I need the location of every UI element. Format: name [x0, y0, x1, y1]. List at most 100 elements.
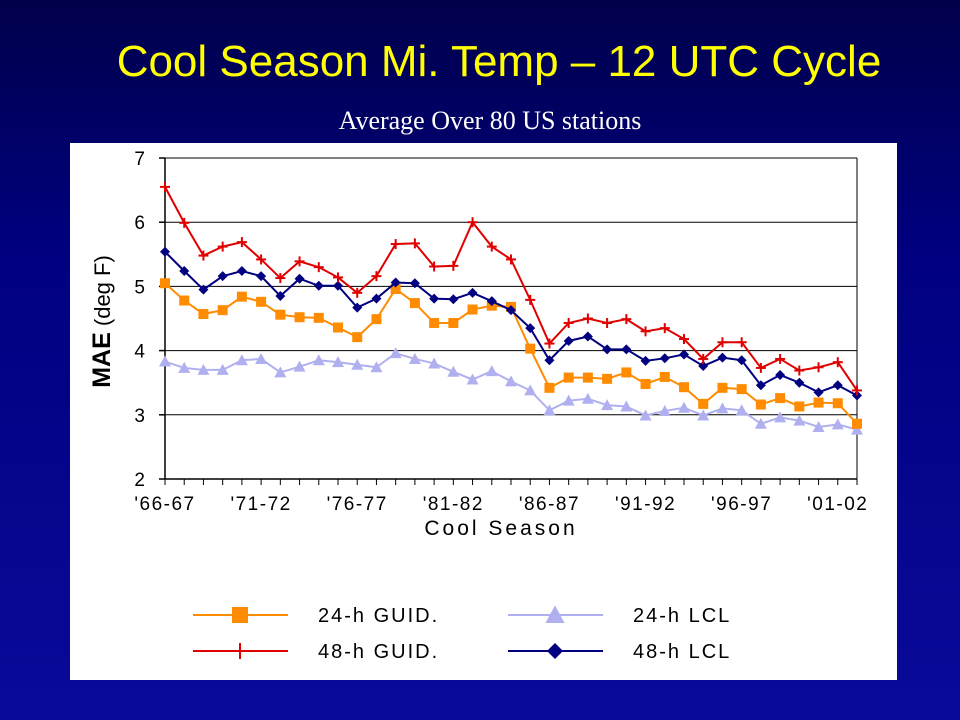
series-layer: [159, 181, 863, 435]
series-line-lcl24: [164, 352, 858, 431]
point-guid48-22: [582, 313, 593, 324]
point-guid24-16: [467, 304, 478, 315]
legend-marker-guid24: [232, 607, 248, 623]
point-guid24-35: [832, 398, 843, 409]
point-guid48-27: [679, 334, 689, 345]
point-guid24-22: [582, 372, 593, 383]
x-tick-label-25: '91-92: [615, 494, 676, 515]
point-guid24-25: [640, 378, 651, 389]
point-guid24-23: [602, 373, 613, 384]
point-lcl24-34: [812, 420, 825, 432]
point-lcl24-19: [524, 384, 537, 396]
point-lcl48-12: [390, 277, 401, 288]
point-lcl48-24: [621, 344, 632, 355]
point-guid48-23: [602, 317, 613, 328]
point-lcl24-32: [774, 411, 787, 423]
point-guid48-21: [563, 317, 574, 328]
point-lcl48-28: [698, 361, 709, 372]
point-guid48-24: [621, 314, 632, 325]
point-lcl24-8: [312, 354, 325, 366]
point-guid48-1: [179, 217, 190, 228]
point-lcl48-4: [236, 265, 247, 276]
point-lcl48-11: [371, 293, 382, 304]
point-guid48-13: [409, 238, 420, 249]
point-guid24-6: [275, 309, 286, 320]
point-guid24-26: [659, 371, 670, 382]
point-lcl48-17: [486, 296, 497, 307]
series-line-lcl48: [164, 251, 858, 397]
point-guid24-34: [813, 397, 824, 408]
point-lcl48-19: [525, 323, 536, 334]
series-lcl24: [159, 347, 863, 435]
legend-marker-lcl48: [547, 643, 563, 659]
point-guid24-21: [563, 372, 574, 383]
point-lcl48-7: [294, 273, 305, 284]
point-lcl48-5: [256, 271, 267, 282]
point-lcl48-16: [467, 287, 478, 298]
point-guid48-18: [506, 254, 516, 265]
point-guid48-26: [659, 323, 670, 334]
point-lcl24-23: [601, 399, 614, 411]
y-tick-label-6: 6: [134, 213, 145, 234]
x-tick-label-15: '81-82: [423, 494, 484, 515]
x-tick-label-35: '01-02: [807, 494, 868, 515]
point-lcl48-14: [429, 293, 440, 304]
point-guid48-7: [294, 256, 305, 267]
point-lcl48-33: [794, 377, 805, 388]
point-lcl48-29: [717, 352, 728, 363]
point-lcl24-7: [293, 360, 306, 372]
point-lcl24-3: [216, 363, 229, 375]
point-lcl24-2: [197, 363, 210, 375]
point-guid24-31: [755, 399, 766, 410]
point-guid24-10: [352, 332, 363, 343]
point-lcl48-6: [275, 291, 286, 302]
legend-item-guid24: 24-h GUID.: [193, 605, 439, 627]
point-lcl48-23: [602, 344, 613, 355]
point-lcl24-21: [562, 394, 575, 406]
point-guid24-19: [525, 343, 536, 354]
point-guid24-28: [698, 398, 709, 409]
point-lcl24-33: [793, 414, 806, 426]
point-guid48-33: [794, 365, 805, 376]
point-guid48-15: [448, 260, 459, 271]
point-guid48-3: [217, 241, 228, 252]
point-lcl48-22: [582, 331, 593, 342]
point-guid48-8: [313, 262, 324, 273]
point-lcl24-20: [543, 404, 556, 416]
point-lcl48-31: [755, 380, 766, 391]
point-lcl48-0: [160, 246, 170, 257]
point-lcl48-35: [832, 380, 843, 391]
point-guid24-0: [160, 278, 170, 289]
y-axis-label-main: MAE: [88, 332, 116, 388]
point-lcl48-32: [775, 369, 786, 380]
point-lcl24-36: [851, 423, 863, 435]
point-lcl48-30: [736, 355, 747, 366]
point-lcl24-6: [274, 366, 287, 378]
y-tick-label-7: 7: [134, 149, 145, 170]
point-lcl48-3: [217, 271, 228, 282]
legend-item-lcl24: 24-h LCL: [508, 605, 729, 627]
point-lcl24-28: [697, 409, 710, 421]
point-guid48-12: [390, 239, 401, 250]
point-guid24-32: [775, 393, 786, 404]
point-lcl24-35: [831, 418, 844, 430]
point-guid48-30: [736, 337, 747, 348]
mae-line-chart: 2 3 4 5 6 7 '66-67 '71-72 '76-77 '81-82 '86-87 '91…: [88, 149, 868, 663]
point-guid24-9: [333, 322, 343, 333]
point-guid48-19: [525, 294, 536, 305]
point-guid48-16: [467, 217, 478, 228]
point-lcl48-25: [640, 355, 651, 366]
y-tick-label-2: 2: [134, 470, 145, 491]
point-guid24-5: [256, 296, 267, 307]
y-tick-label-5: 5: [134, 277, 145, 298]
series-line-guid48: [164, 186, 858, 391]
legend-label-guid24: 24-h GUID.: [318, 605, 439, 627]
point-lcl48-36: [852, 390, 862, 401]
point-guid24-15: [448, 317, 459, 328]
point-guid48-36: [852, 385, 862, 396]
point-lcl48-9: [333, 280, 343, 291]
point-lcl24-18: [505, 375, 517, 387]
legend-marker-guid48: [232, 643, 248, 659]
point-lcl24-11: [370, 361, 383, 373]
point-lcl48-21: [563, 335, 574, 346]
